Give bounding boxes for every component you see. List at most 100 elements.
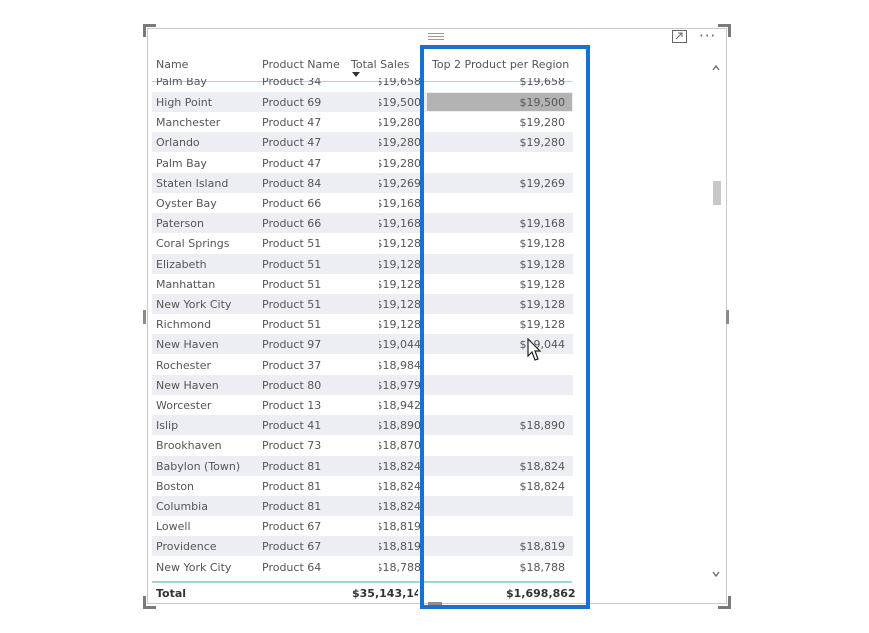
cell-product: Product 47 [262, 136, 322, 150]
cell-top2: $19,168 [519, 217, 566, 231]
header-product-name[interactable]: Product Name [262, 58, 340, 71]
table-row[interactable]: High Point Product 69 $19,500 $19,500 [152, 92, 573, 112]
cell-total-sales: $19,280 [379, 116, 421, 130]
table-row[interactable]: Islip Product 41 $18,890 $18,890 [152, 415, 573, 436]
cell-total-sales: $19,128 [379, 277, 421, 291]
scrollbar-thumb[interactable] [713, 181, 721, 205]
table-row[interactable]: Coral Springs Product 51 $19,128 $19,128 [152, 233, 573, 253]
footer-total-label: Total [156, 587, 187, 600]
cell-top2: $19,128 [519, 298, 566, 311]
table-row[interactable]: Elizabeth Product 51 $19,128 $19,128 [152, 253, 573, 274]
cell-product: Product 97 [262, 338, 322, 352]
cell-top2: $18,824 [519, 459, 566, 473]
cell-name: Palm Bay [156, 156, 207, 170]
table-row[interactable]: New York City Product 51 $19,128 $19,128 [152, 294, 573, 314]
cell-top2: $18,824 [519, 479, 566, 493]
footer-total-sales: $35,143,149 [352, 587, 418, 600]
cell-total-sales: $19,044 [379, 338, 421, 352]
table-row[interactable]: Manchester Product 47 $19,280 $19,280 [152, 112, 573, 132]
cell-product: Product 51 [262, 318, 322, 332]
cell-name: Oyster Bay [156, 197, 217, 210]
cell-total-sales: $19,128 [379, 237, 421, 251]
cell-name: New York City [156, 560, 232, 574]
cell-name: New Haven [156, 338, 219, 352]
table-row-partial[interactable]: Palm Bay Product 34 $19,658 $19,658 [152, 78, 573, 91]
cell-product: Product 51 [262, 257, 322, 271]
cell-name: Columbia [156, 500, 208, 513]
cell-total-sales: $19,128 [379, 298, 421, 311]
table-row[interactable]: Richmond Product 51 $19,128 $19,128 [152, 314, 573, 334]
cell-product: Product 69 [262, 96, 322, 109]
cell-total-sales: $19,128 [379, 318, 421, 332]
cell-total-sales: $19,128 [379, 257, 421, 271]
cell-total-sales: $18,824 [379, 500, 421, 513]
cell-product: Product 37 [262, 358, 322, 372]
cell-product: Product 66 [262, 217, 322, 231]
table-row[interactable]: Providence Product 67 $18,819 $18,819 [152, 536, 573, 557]
table-row[interactable]: Brookhaven Product 73 $18,870 [152, 435, 573, 455]
table-row[interactable]: Oyster Bay Product 66 $19,168 [152, 193, 573, 213]
header-name[interactable]: Name [156, 58, 189, 71]
cell-product: Product 51 [262, 277, 322, 291]
table-row[interactable]: Boston Product 81 $18,824 $18,824 [152, 476, 573, 496]
focus-mode-icon[interactable] [672, 30, 687, 43]
cell-name: Worcester [156, 399, 212, 412]
table-row[interactable]: Staten Island Product 84 $19,269 $19,269 [152, 172, 573, 193]
drag-grip-icon[interactable] [428, 33, 444, 41]
table-row[interactable]: New Haven Product 80 $18,979 [152, 374, 573, 395]
cell-name: Coral Springs [156, 237, 230, 251]
cell-product: Product 66 [262, 197, 322, 210]
cell-name: Paterson [156, 217, 204, 231]
cell-product: Product 47 [262, 116, 322, 130]
cell-product: Product 64 [262, 560, 322, 574]
cell-name: New Haven [156, 378, 219, 392]
resize-handle-bottom-right[interactable] [718, 596, 731, 609]
selected-cell-highlight [427, 93, 572, 111]
cell-total-sales: $18,979 [379, 378, 421, 392]
column-highlight-box [420, 45, 590, 609]
table-row[interactable]: Worcester Product 13 $18,942 [152, 395, 573, 415]
table-row[interactable]: New York City Product 64 $18,788 $18,788 [152, 557, 573, 577]
resize-handle-left[interactable] [143, 310, 146, 324]
table-body: Palm Bay Product 34 $19,658 $19,658 High… [152, 78, 573, 578]
table-row[interactable]: Manhattan Product 51 $19,128 $19,128 [152, 274, 573, 294]
cell-product: Product 13 [262, 399, 322, 412]
more-options-icon[interactable]: ··· [699, 27, 717, 45]
resize-handle-top-right[interactable] [718, 24, 731, 37]
cell-total-sales: $18,890 [379, 419, 421, 433]
table-row[interactable]: Orlando Product 47 $19,280 $19,280 [152, 132, 573, 153]
resize-handle-bottom[interactable] [428, 602, 442, 605]
cell-top2: $19,128 [519, 318, 566, 332]
footer-divider [152, 581, 572, 583]
cell-top2: $18,890 [519, 419, 566, 433]
table-row[interactable]: Palm Bay Product 47 $19,280 [152, 153, 573, 173]
resize-handle-bottom-left[interactable] [143, 596, 156, 609]
header-total-sales[interactable]: Total Sales [351, 58, 410, 71]
cell-top2: $18,819 [519, 540, 566, 554]
table-row[interactable]: Rochester Product 37 $18,984 [152, 355, 573, 375]
table-row[interactable]: Lowell Product 67 $18,819 [152, 516, 573, 536]
table-row[interactable]: Babylon (Town) Product 81 $18,824 $18,824 [152, 455, 573, 476]
cell-name: Rochester [156, 358, 211, 372]
cell-name: Richmond [156, 318, 212, 332]
cell-product: Product 47 [262, 156, 322, 170]
resize-handle-top-left[interactable] [143, 24, 156, 37]
cell-total-sales: $18,819 [379, 520, 421, 534]
cell-top2: $19,280 [519, 116, 566, 130]
cell-product: Product 73 [262, 439, 322, 453]
cell-product: Product 51 [262, 237, 322, 251]
table-row[interactable]: Columbia Product 81 $18,824 [152, 496, 573, 516]
scroll-up-icon[interactable] [712, 64, 720, 72]
cell-top2: $18,788 [519, 560, 566, 574]
table-row[interactable]: New Haven Product 97 $19,044 $19,044 [152, 334, 573, 355]
table-row[interactable]: Paterson Product 66 $19,168 $19,168 [152, 213, 573, 234]
cell-name: Palm Bay [156, 78, 207, 88]
header-top2-product[interactable]: Top 2 Product per Region [432, 58, 570, 71]
cell-total-sales: $19,269 [379, 176, 421, 190]
cell-name: Elizabeth [156, 257, 207, 271]
resize-handle-right[interactable] [726, 310, 729, 324]
cell-product: Product 51 [262, 298, 322, 311]
cell-total-sales: $19,500 [379, 96, 421, 109]
cell-total-sales: $19,280 [379, 156, 421, 170]
scroll-down-icon[interactable] [712, 570, 720, 578]
